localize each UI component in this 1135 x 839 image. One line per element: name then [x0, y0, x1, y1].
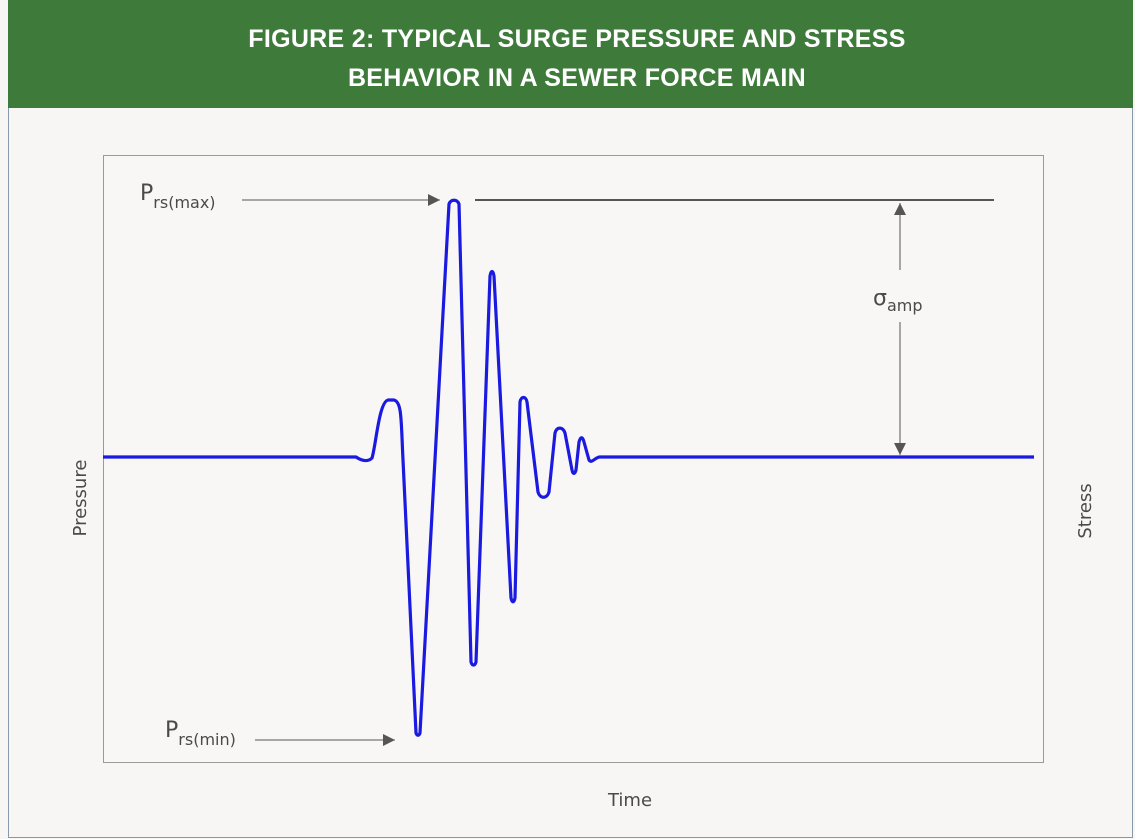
left-axis-label: Pressure [70, 460, 91, 537]
title-line: FIGURE 2: TYPICAL SURGE PRESSURE AND STR… [248, 25, 905, 53]
symbol: P [140, 181, 153, 206]
title-line: BEHAVIOR IN A SEWER FORCE MAIN [348, 64, 806, 92]
header-band [8, 0, 1133, 108]
p-min-label: Prs(min) [165, 718, 236, 749]
subscript: rs(min) [178, 730, 236, 749]
frame [8, 0, 1133, 838]
amplitude-label: σamp [873, 286, 923, 315]
symbol: P [165, 718, 178, 743]
subscript: rs(max) [153, 193, 215, 212]
bottom-axis-label: Time [607, 790, 652, 811]
right-axis-label: Stress [1075, 483, 1096, 538]
plot-box [103, 155, 1044, 763]
p-max-label: Prs(max) [140, 181, 216, 212]
subscript: amp [887, 296, 923, 315]
surge-waveform [103, 198, 1034, 737]
symbol: σ [873, 286, 887, 311]
